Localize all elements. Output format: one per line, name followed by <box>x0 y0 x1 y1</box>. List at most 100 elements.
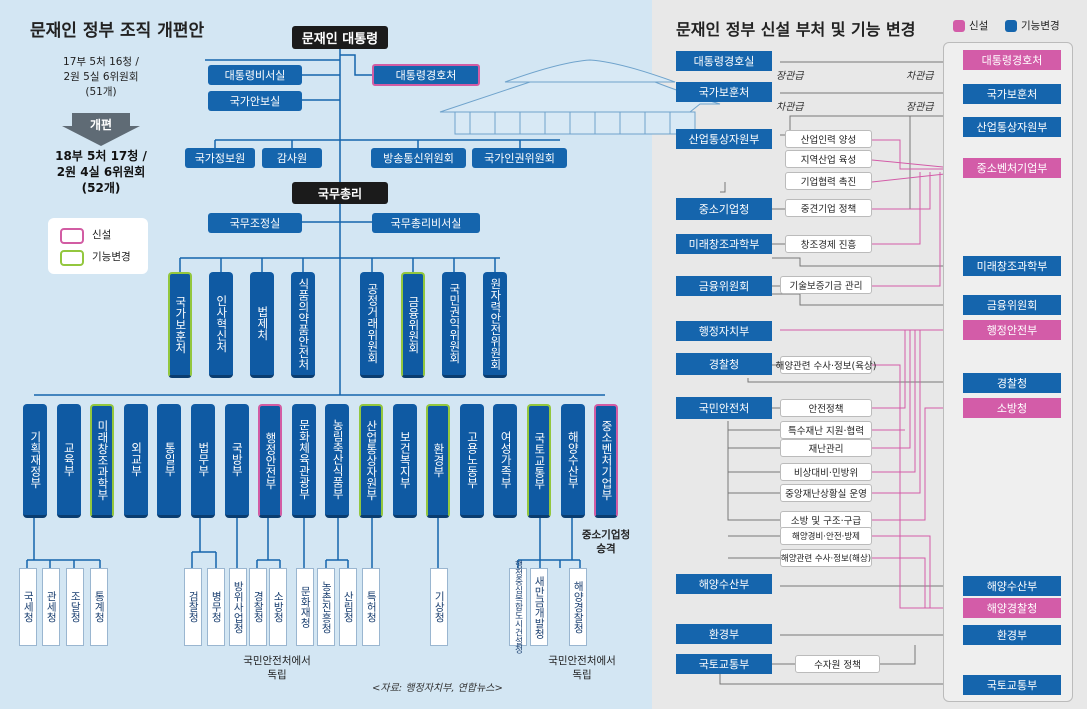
agency-10: 농촌진흥청 <box>317 568 335 646</box>
sme-note-line2: 승격 <box>596 543 616 555</box>
ministry-9: 농림축산식품부 <box>325 404 350 518</box>
left-legend: 신설 기능변경 <box>48 218 148 274</box>
after-line1: 18부 5처 17청 / <box>55 149 147 163</box>
right-legend-changed-label: 기능변경 <box>1021 20 1060 32</box>
ministry-10: 산업통상자원부 <box>359 404 383 518</box>
after-box-12: 국토교통부 <box>963 675 1061 695</box>
before-box-9: 해양수산부 <box>676 574 772 594</box>
coast-note-line2: 독립 <box>572 669 592 681</box>
before-count: 17부 5처 16청 / 2원 5실 6위원회 (51개) <box>55 55 147 100</box>
after-box-0: 대통령경호처 <box>963 50 1061 70</box>
func-mpss-7: 해양관련 수사·정보(해상) <box>780 549 872 567</box>
ministry-4: 통일부 <box>157 404 182 518</box>
agency-11: 산림청 <box>339 568 357 646</box>
after-box-8: 소방청 <box>963 398 1061 418</box>
after-box-1: 국가보훈처 <box>963 84 1061 104</box>
before-box-0: 대통령경호실 <box>676 51 772 71</box>
before-line3: (51개) <box>85 86 117 98</box>
func-motie-2: 기업협력 촉진 <box>785 172 872 190</box>
pm-agency-1: 인사혁신처 <box>209 272 233 378</box>
after-box-5: 금융위원회 <box>963 295 1061 315</box>
before-line2: 2원 5실 6위원회 <box>63 71 139 83</box>
direct-box-0: 국가정보원 <box>185 148 255 168</box>
ministry-17: 중소벤처기업부 <box>594 404 619 518</box>
agency-14: 행정중심복합도시건설청 <box>509 560 527 654</box>
func-mpss-1: 특수재난 지원·협력 <box>780 421 872 439</box>
agency-0: 국세청 <box>19 568 37 646</box>
agency-8: 소방청 <box>269 568 287 646</box>
coast-note-line1: 국민안전처에서 <box>548 655 616 667</box>
func-molit: 수자원 정책 <box>795 655 880 673</box>
president-box: 문재인 대통령 <box>292 26 388 49</box>
agency-4: 검찰청 <box>184 568 202 646</box>
agency-5: 병무청 <box>207 568 225 646</box>
secretariat-box: 대통령비서실 <box>208 65 302 85</box>
after-box-9: 해양수산부 <box>963 576 1061 596</box>
pm-secretariat-box: 국무총리비서실 <box>372 213 480 233</box>
agency-1: 관세청 <box>42 568 60 646</box>
before-box-6: 행정자치부 <box>676 321 772 341</box>
rank-guard-to: 차관급 <box>906 71 934 82</box>
agency-6: 방위사업청 <box>229 568 247 646</box>
legend-changed-swatch <box>60 250 84 266</box>
ministry-16: 해양수산부 <box>560 404 585 518</box>
before-box-11: 국토교통부 <box>676 654 772 674</box>
pm-agency-2: 법제처 <box>250 272 274 378</box>
security-box: 국가안보실 <box>208 91 302 111</box>
left-title: 문재인 정부 조직 개편안 <box>30 21 205 41</box>
ministry-7: 행정안전부 <box>258 404 283 518</box>
ministry-13: 고용노동부 <box>459 404 484 518</box>
pm-agency-7: 원자력안전위원회 <box>483 272 507 378</box>
agency-9: 문화재청 <box>296 568 314 646</box>
pm-agency-3: 식품의약품안전처 <box>291 272 315 378</box>
after-line2: 2원 4실 6위원회 <box>56 165 146 179</box>
right-title: 문재인 정부 신설 부처 및 기능 변경 <box>676 20 916 39</box>
after-count: 18부 5처 17청 / 2원 4실 6위원회 (52개) <box>48 148 154 196</box>
func-mpss-6: 해양경비·안전·방제 <box>780 527 872 545</box>
legend-new-swatch <box>60 228 84 244</box>
func-mpss-0: 안전정책 <box>780 399 872 417</box>
agency-13: 기상청 <box>430 568 448 646</box>
func-mpss-3: 비상대비·민방위 <box>780 463 872 481</box>
func-msip: 창조경제 진흥 <box>785 235 872 253</box>
fire-note-line1: 국민안전처에서 <box>243 655 311 667</box>
after-box-11: 환경부 <box>963 625 1061 645</box>
pm-agency-6: 국민권익위원회 <box>442 272 466 378</box>
direct-box-1: 감사원 <box>262 148 322 168</box>
before-box-3: 중소기업청 <box>676 198 772 220</box>
agency-3: 통계청 <box>90 568 108 646</box>
fire-note: 국민안전처에서 독립 <box>232 654 322 682</box>
func-motie-1: 지역산업 육성 <box>785 150 872 168</box>
ministry-5: 법무부 <box>191 404 215 518</box>
after-box-3: 중소벤처기업부 <box>963 158 1061 178</box>
ministry-8: 문화체육관광부 <box>291 404 316 518</box>
arrow-label: 개편 <box>89 118 113 132</box>
before-line1: 17부 5처 16청 / <box>63 56 139 68</box>
pm-box: 국무총리 <box>292 182 388 204</box>
after-box-4: 미래창조과학부 <box>963 256 1061 276</box>
guard-box: 대통령경호처 <box>372 64 480 86</box>
after-box-7: 경찰청 <box>963 373 1061 393</box>
source-note: <자료: 행정자치부, 연합뉴스> <box>372 683 503 694</box>
agency-15: 새만금개발청 <box>530 568 548 646</box>
ministry-14: 여성가족부 <box>493 404 518 518</box>
ministry-11: 보건복지부 <box>392 404 417 518</box>
pm-agency-0: 국가보훈처 <box>168 272 192 378</box>
coast-note: 국민안전처에서 독립 <box>537 654 627 682</box>
func-police: 해양관련 수사·정보(육상) <box>776 356 876 374</box>
func-mpss-4: 중앙재난상황실 운영 <box>780 484 872 502</box>
before-box-5: 금융위원회 <box>676 276 772 296</box>
before-box-1: 국가보훈처 <box>676 82 772 102</box>
before-box-7: 경찰청 <box>676 353 772 375</box>
after-line3: (52개) <box>81 181 121 195</box>
rank-guard-from: 장관급 <box>776 71 804 82</box>
before-box-4: 미래창조과학부 <box>676 234 772 254</box>
agency-16: 해양경찰청 <box>569 568 587 646</box>
func-motie-0: 산업인력 양성 <box>785 130 872 148</box>
legend-changed-label: 기능변경 <box>92 251 131 263</box>
sme-note-line1: 중소기업청 <box>581 529 631 541</box>
ministry-1: 교육부 <box>56 404 81 518</box>
func-mpss-2: 재난관리 <box>780 439 872 457</box>
pm-agency-5: 금융위원회 <box>401 272 425 378</box>
pm-agency-4: 공정거래위원회 <box>360 272 384 378</box>
